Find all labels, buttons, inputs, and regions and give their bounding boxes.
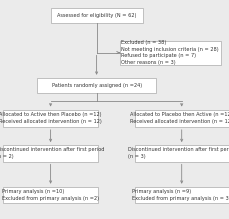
FancyBboxPatch shape <box>37 78 156 93</box>
FancyBboxPatch shape <box>134 145 228 162</box>
Text: Assessed for eligibility (N = 62): Assessed for eligibility (N = 62) <box>57 13 136 18</box>
Text: Allocated to Placebo then Active (n =12)
Received allocated intervention (n = 12: Allocated to Placebo then Active (n =12)… <box>130 113 229 124</box>
FancyBboxPatch shape <box>3 110 97 127</box>
FancyBboxPatch shape <box>134 110 228 127</box>
Text: Primary analysis (n =9)
Excluded from primary analysis (n = 3): Primary analysis (n =9) Excluded from pr… <box>132 189 229 201</box>
FancyBboxPatch shape <box>3 187 97 203</box>
FancyBboxPatch shape <box>134 187 228 203</box>
FancyBboxPatch shape <box>119 41 220 65</box>
FancyBboxPatch shape <box>50 8 142 23</box>
FancyBboxPatch shape <box>3 145 97 162</box>
Text: Patients randomly assigned (n =24): Patients randomly assigned (n =24) <box>51 83 141 88</box>
Text: Discontinued intervention after first period
(n = 3): Discontinued intervention after first pe… <box>127 148 229 159</box>
Text: Discontinued intervention after first period
(n = 2): Discontinued intervention after first pe… <box>0 148 104 159</box>
Text: Primary analysis (n =10)
Excluded from primary analysis (n =2): Primary analysis (n =10) Excluded from p… <box>2 189 99 201</box>
Text: Excluded (n = 38)
Not meeting inclusion criteria (n = 28)
Refused to participate: Excluded (n = 38) Not meeting inclusion … <box>121 40 218 65</box>
Text: Allocated to Active then Placebo (n =12)
Received allocated intervention (n = 12: Allocated to Active then Placebo (n =12)… <box>0 113 101 124</box>
